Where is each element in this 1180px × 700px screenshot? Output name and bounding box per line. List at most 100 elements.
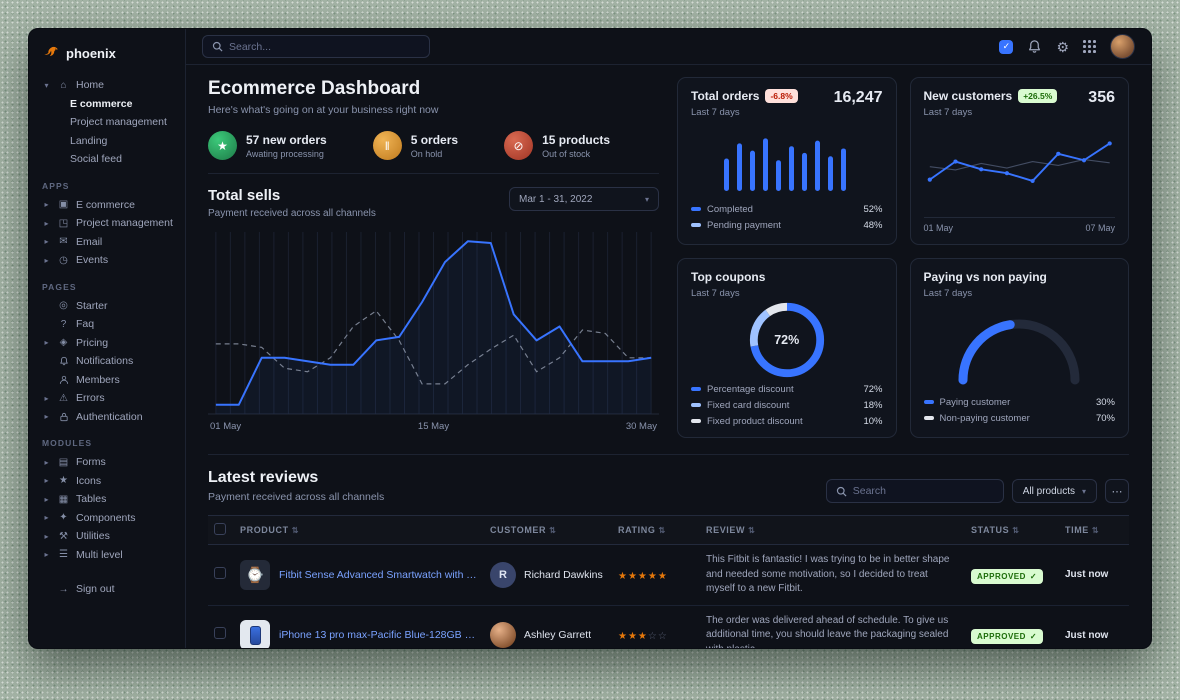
sidebar-item-apps-ecommerce[interactable]: ▸ ▣ E commerce [29, 196, 185, 215]
sidebar-item-icons[interactable]: ▸ ★ Icons [29, 472, 185, 491]
legend-item: Pending payment 48% [691, 217, 883, 233]
sidebar-item-events[interactable]: ▸ ◷ Events [29, 251, 185, 270]
apps-grid-icon[interactable] [1083, 40, 1096, 53]
topbar: ✓ ⚙ [186, 29, 1151, 65]
sign-out-button[interactable]: → Sign out [58, 583, 115, 596]
sidebar-item-starter[interactable]: ◎ Starter [29, 297, 185, 316]
product-filter-select[interactable]: All products ▾ [1011, 479, 1097, 503]
sidebar-item-social-feed[interactable]: Social feed [70, 153, 122, 165]
more-options-button[interactable]: ⋯ [1105, 479, 1129, 503]
sidebar-item-notifications[interactable]: Notifications [29, 352, 185, 371]
caret-right-icon: ▸ [44, 476, 49, 486]
legend-item: Fixed product discount 10% [691, 413, 883, 429]
sort-icon: ⇅ [1012, 526, 1020, 535]
warning-icon: ⚠ [59, 392, 68, 404]
legend-marker [923, 416, 934, 420]
product-link[interactable]: Fitbit Sense Advanced Smartwatch with To… [279, 568, 478, 581]
column-header-review[interactable]: REVIEW ⇅ [700, 515, 965, 545]
customer-avatar: R [490, 561, 516, 588]
sort-icon: ⇅ [291, 526, 300, 535]
bell-icon[interactable] [1027, 39, 1042, 54]
puzzle-icon: ✦ [59, 512, 68, 524]
quick-stats: ★ 57 new orders Awating processing ‖ 5 o… [208, 131, 659, 174]
caret-down-icon: ▾ [44, 80, 49, 90]
seal-star-icon: ★ [208, 131, 237, 160]
sidebar-item-members[interactable]: Members [29, 371, 185, 390]
product-image: ⌚ [240, 559, 270, 590]
compass-icon: ◎ [59, 300, 68, 312]
status-badge: APPROVED ✓ [971, 568, 1044, 584]
no-entry-icon: ⊘ [504, 131, 534, 160]
sidebar-item-landing[interactable]: Landing [70, 134, 108, 147]
legend-marker [923, 400, 934, 404]
stat-out-of-stock: ⊘ 15 products Out of stock [504, 131, 610, 160]
caret-right-icon: ▸ [44, 550, 49, 560]
column-header-rating[interactable]: RATING ⇅ [612, 515, 700, 545]
sidebar-item-ecommerce[interactable]: E commerce [70, 97, 133, 110]
date-range-select[interactable]: Mar 1 - 31, 2022 ▾ [509, 187, 659, 211]
product-link[interactable]: iPhone 13 pro max-Pacific Blue-128GB sto… [279, 629, 478, 642]
brand-logo[interactable]: phoenix [29, 38, 185, 68]
cart-icon: ▣ [58, 199, 69, 211]
gear-icon[interactable]: ⚙ [1056, 38, 1069, 55]
row-checkbox[interactable] [214, 627, 226, 640]
sort-icon: ⇅ [748, 526, 756, 535]
sidebar-item-home[interactable]: ▾ ⌂ Home [29, 76, 185, 95]
stat-new-orders: ★ 57 new orders Awating processing [208, 131, 327, 160]
sidebar-item-faq[interactable]: ? Faq [29, 315, 185, 334]
column-header-time[interactable]: TIME ⇅ [1059, 515, 1129, 545]
sidebar-item-components[interactable]: ▸ ✦ Components [29, 509, 185, 528]
sidebar-item-tables[interactable]: ▸ ▦ Tables [29, 490, 185, 509]
sidebar-item-project-management[interactable]: Project management [70, 116, 167, 128]
column-header-status[interactable]: STATUS ⇅ [965, 515, 1059, 545]
phoenix-bird-icon [42, 44, 60, 62]
select-all-header [208, 515, 234, 545]
sidebar-section-pages: PAGES [42, 281, 77, 292]
legend-item: Fixed card discount 18% [691, 397, 883, 413]
legend-marker [691, 387, 701, 391]
review-text: The order was delivered ahead of schedul… [706, 614, 949, 649]
column-header-product[interactable]: PRODUCT ⇅ [234, 515, 484, 545]
caret-right-icon: ▸ [44, 494, 49, 504]
new-customers-x-axis: 01 May 07 May [923, 217, 1115, 233]
mail-icon: ✉ [59, 236, 68, 248]
tools-icon: ⚒ [59, 530, 68, 542]
legend-marker [691, 419, 701, 423]
caret-right-icon: ▸ [44, 457, 49, 467]
chevron-down-icon: ▾ [644, 194, 649, 204]
total-sells-x-axis: 01 May 15 May 30 May [210, 421, 657, 432]
paying-vs-nonpaying-card: Paying vs non paying Last 7 days Paying … [909, 258, 1129, 438]
select-all-checkbox[interactable] [214, 523, 226, 535]
question-icon: ? [60, 318, 67, 330]
sidebar-item-authentication[interactable]: ▸ Authentication [29, 408, 185, 427]
legend-marker [691, 223, 701, 227]
user-avatar[interactable] [1110, 34, 1135, 59]
sidebar-item-utilities[interactable]: ▸ ⚒ Utilities [29, 527, 185, 546]
row-checkbox[interactable] [214, 566, 226, 579]
search-icon [836, 486, 847, 497]
kpi-cards: Total orders -6.8% Last 7 days 16,247 [677, 77, 1129, 438]
search-input[interactable] [229, 40, 420, 53]
sidebar-item-forms[interactable]: ▸ ▤ Forms [29, 453, 185, 472]
sidebar-item-multi-level[interactable]: ▸ ☰ Multi level [29, 546, 185, 565]
tag-icon: ◈ [59, 337, 68, 349]
product-image [240, 620, 270, 648]
reviews-search-input[interactable] [852, 485, 994, 497]
legend-marker [691, 403, 701, 407]
sidebar-item-pricing[interactable]: ▸ ◈ Pricing [29, 334, 185, 353]
caret-right-icon: ▸ [44, 338, 49, 348]
search-icon [212, 41, 223, 52]
sidebar-item-email[interactable]: ▸ ✉ Email [29, 233, 185, 252]
total-orders-bar-chart [723, 137, 846, 191]
brand-name: phoenix [66, 45, 116, 61]
app-window: phoenix ▾ ⌂ Home E commerce Project mana… [28, 28, 1152, 649]
kanban-icon: ◳ [58, 217, 69, 229]
chevron-down-icon: ▾ [1081, 486, 1086, 496]
total-orders-value: 16,247 [833, 89, 883, 106]
column-header-customer[interactable]: CUSTOMER ⇅ [484, 515, 612, 545]
sidebar-item-errors[interactable]: ▸ ⚠ Errors [29, 389, 185, 408]
check-square-icon[interactable]: ✓ [999, 39, 1014, 54]
sidebar-item-apps-project-management[interactable]: ▸ ◳ Project management [29, 214, 185, 233]
legend-item: Completed 52% [691, 201, 883, 217]
donut-center-value: 72% [774, 333, 800, 347]
